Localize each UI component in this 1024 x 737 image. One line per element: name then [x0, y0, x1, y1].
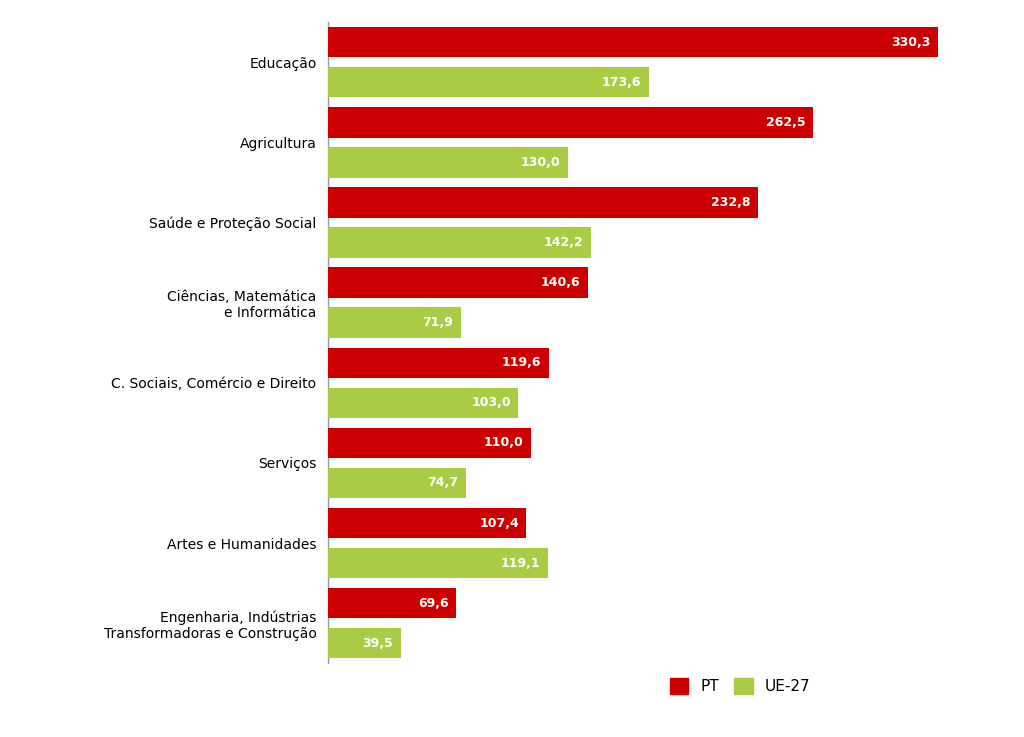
- Text: 130,0: 130,0: [521, 156, 561, 169]
- Text: 71,9: 71,9: [422, 316, 454, 329]
- Text: 262,5: 262,5: [766, 116, 806, 129]
- Bar: [328, 307, 461, 338]
- Text: 74,7: 74,7: [427, 476, 459, 489]
- Text: 39,5: 39,5: [362, 637, 393, 650]
- Bar: [328, 427, 531, 458]
- Bar: [328, 348, 549, 378]
- Text: 119,6: 119,6: [502, 356, 542, 369]
- Bar: [328, 388, 518, 418]
- Bar: [328, 27, 938, 57]
- Bar: [328, 508, 526, 538]
- Bar: [328, 67, 648, 97]
- Bar: [328, 588, 457, 618]
- Text: 119,1: 119,1: [501, 556, 541, 570]
- Text: 142,2: 142,2: [544, 236, 584, 249]
- Bar: [328, 268, 588, 298]
- Text: 110,0: 110,0: [484, 436, 523, 450]
- Bar: [328, 107, 813, 138]
- Bar: [328, 227, 591, 258]
- Text: 107,4: 107,4: [479, 517, 519, 530]
- Text: 69,6: 69,6: [419, 597, 449, 609]
- Bar: [328, 548, 548, 579]
- Text: 232,8: 232,8: [712, 196, 751, 209]
- Legend: PT, UE-27: PT, UE-27: [664, 672, 817, 701]
- Text: 173,6: 173,6: [602, 76, 641, 88]
- Text: 330,3: 330,3: [892, 35, 931, 49]
- Bar: [328, 187, 758, 217]
- Text: 140,6: 140,6: [541, 276, 581, 289]
- Bar: [328, 468, 466, 498]
- Bar: [328, 147, 568, 178]
- Text: 103,0: 103,0: [471, 397, 511, 409]
- Bar: [328, 628, 400, 658]
